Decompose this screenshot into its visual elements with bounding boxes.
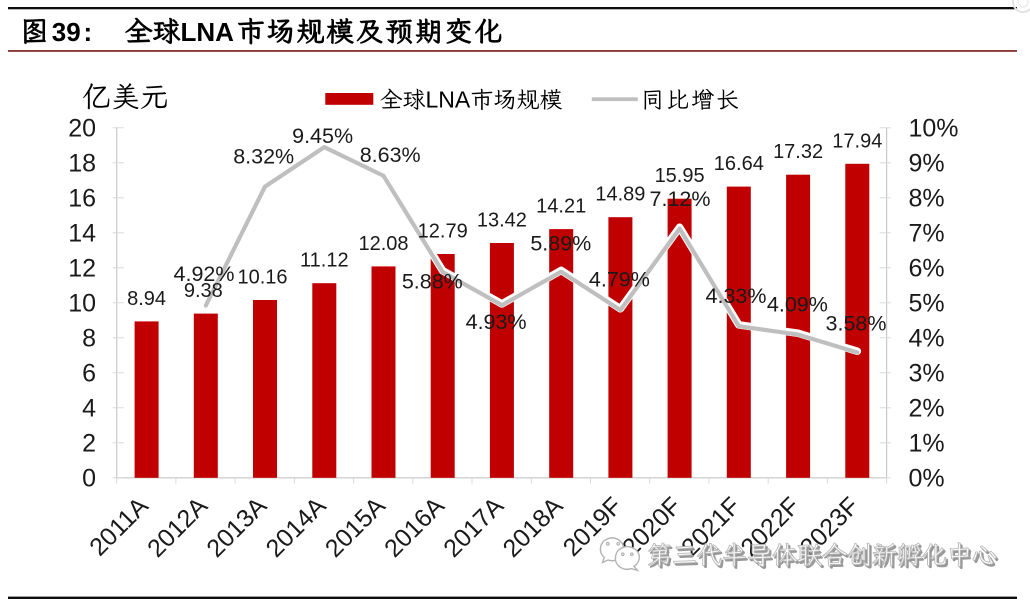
svg-text:4.33%: 4.33% — [706, 284, 767, 308]
svg-text:LNA: LNA — [426, 87, 471, 113]
svg-text:17.94: 17.94 — [832, 130, 882, 152]
svg-text:8%: 8% — [909, 185, 945, 213]
svg-text:2018A: 2018A — [498, 492, 569, 563]
svg-text:8.32%: 8.32% — [233, 145, 294, 169]
svg-text:4: 4 — [82, 395, 96, 423]
svg-text:16: 16 — [68, 185, 96, 213]
svg-text:15.95: 15.95 — [655, 165, 705, 187]
svg-text:9.45%: 9.45% — [292, 124, 353, 148]
svg-text:1%: 1% — [909, 430, 945, 458]
svg-text:14.89: 14.89 — [595, 184, 645, 206]
svg-text:5%: 5% — [909, 290, 945, 318]
svg-text:16.64: 16.64 — [714, 153, 764, 175]
svg-text:3%: 3% — [909, 360, 945, 388]
svg-text:17.32: 17.32 — [773, 141, 823, 163]
svg-text:12.08: 12.08 — [358, 233, 408, 255]
svg-text:13.42: 13.42 — [477, 210, 527, 232]
svg-text:5.88%: 5.88% — [402, 270, 463, 294]
svg-text:4.93%: 4.93% — [466, 310, 527, 334]
svg-text:2: 2 — [82, 430, 96, 458]
svg-text:LNA: LNA — [181, 17, 235, 47]
svg-text:0%: 0% — [909, 465, 945, 493]
svg-text:4%: 4% — [909, 325, 945, 353]
svg-text:10%: 10% — [909, 115, 959, 143]
svg-text:12: 12 — [68, 255, 96, 283]
svg-text:0: 0 — [82, 465, 96, 493]
svg-text:6%: 6% — [909, 255, 945, 283]
svg-text:2012A: 2012A — [142, 492, 213, 563]
svg-text:20: 20 — [68, 115, 96, 143]
svg-text:10: 10 — [68, 290, 96, 318]
svg-text:9.38: 9.38 — [184, 280, 223, 302]
svg-text:8: 8 — [82, 325, 96, 353]
svg-text:3.58%: 3.58% — [826, 312, 887, 336]
svg-text:2%: 2% — [909, 395, 945, 423]
svg-text:4.79%: 4.79% — [589, 268, 650, 292]
svg-text:7%: 7% — [909, 220, 945, 248]
svg-text:4.09%: 4.09% — [767, 293, 828, 317]
svg-text:2016A: 2016A — [379, 492, 450, 563]
svg-text:2015A: 2015A — [320, 492, 391, 563]
svg-text:2014A: 2014A — [261, 492, 332, 563]
svg-text:2017A: 2017A — [438, 492, 509, 563]
svg-text::: : — [84, 17, 93, 47]
svg-text:18: 18 — [68, 150, 96, 178]
svg-text:12.79: 12.79 — [418, 221, 468, 243]
svg-text:2011A: 2011A — [84, 492, 154, 562]
svg-text:11.12: 11.12 — [300, 250, 349, 272]
svg-text:5.89%: 5.89% — [530, 231, 591, 255]
svg-text:8.63%: 8.63% — [360, 143, 421, 167]
svg-text:14: 14 — [68, 220, 96, 248]
svg-text:7.12%: 7.12% — [650, 187, 711, 211]
svg-text:2013A: 2013A — [201, 492, 272, 563]
svg-text:39: 39 — [52, 17, 81, 47]
svg-text:4.92%: 4.92% — [174, 262, 235, 286]
svg-text:6: 6 — [82, 360, 96, 388]
svg-text:14.21: 14.21 — [536, 196, 586, 218]
svg-text:8.94: 8.94 — [127, 288, 166, 310]
svg-text:9%: 9% — [909, 150, 945, 178]
svg-text:10.16: 10.16 — [237, 267, 287, 289]
